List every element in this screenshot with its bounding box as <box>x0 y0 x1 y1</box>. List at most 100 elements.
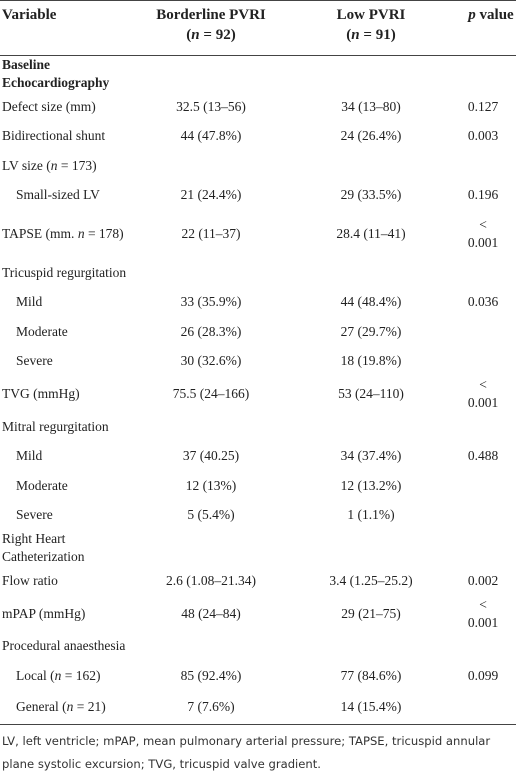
table-row: Baseline Echocardiography <box>0 56 516 93</box>
text-segment: Flow ratio <box>2 572 58 588</box>
table-header: Variable Borderline PVRI (n = 92) Low PVRI (… <box>0 0 516 56</box>
value-cell: 12 (13.2%) <box>340 477 402 493</box>
variable-cell: Mitral regurgitation <box>0 412 146 442</box>
value-cell: 85 (92.4%) <box>180 667 242 683</box>
text-segment: TVG (mmHg) <box>2 386 80 401</box>
text-segment: Mitral regurgitation <box>2 418 109 434</box>
value-cell: 5 (5.4%) <box>187 507 235 523</box>
text-segment: n <box>66 699 74 714</box>
text-segment: Local ( <box>16 667 55 683</box>
value-cell <box>276 56 466 93</box>
text-segment: n <box>54 667 62 683</box>
value-cell <box>466 151 516 181</box>
value-cell: 7 (7.6%) <box>146 690 276 725</box>
value-cell: 77 (84.6%) <box>340 667 402 683</box>
table-row: Bidirectional shunt 44 (47.8%) 24 (26.4%) 0… <box>0 122 516 152</box>
text-segment: Moderate <box>16 323 68 339</box>
value-cell <box>146 151 276 181</box>
text-segment: value <box>475 7 514 23</box>
value-cell: 26 (28.3%) <box>180 323 242 339</box>
text-segment: Variable <box>2 7 57 23</box>
variable-cell: Small-sized LV <box>0 181 146 211</box>
table-row: Tricuspid regurgitation <box>0 258 516 288</box>
table-row: Moderate 12 (13%) 12 (13.2%) <box>0 471 516 501</box>
text-segment: Severe <box>16 353 53 369</box>
variable-cell: General (n = 21) <box>0 690 146 725</box>
value-cell: 22 (11–37) <box>181 226 241 241</box>
text-segment: Mild <box>16 294 43 310</box>
variable-cell: Flow ratio <box>0 566 146 596</box>
text-segment: TAPSE (mm. <box>2 226 78 241</box>
variable-cell: Moderate <box>0 471 146 501</box>
value-cell <box>276 530 466 566</box>
table-row: Local (n = 162) 85 (92.4%) 77 (84.6%) 0.099 <box>0 661 516 691</box>
text-segment: n <box>50 157 58 173</box>
text-segment: Mild <box>16 448 43 464</box>
value-cell <box>466 258 516 288</box>
value-cell <box>146 632 276 662</box>
value-cell <box>146 412 276 442</box>
text-segment: General ( <box>16 699 67 714</box>
table-row: mPAP (mmHg) 48 (24–84) 29 (21–75) < 0.001 <box>0 596 516 632</box>
text-segment: mPAP (mmHg) <box>2 605 86 621</box>
value-cell <box>466 347 516 377</box>
value-cell: 34 (37.4%) <box>340 448 402 464</box>
value-cell: 24 (26.4%) <box>340 128 402 144</box>
header-cell: Variable <box>0 0 146 56</box>
text-segment: = 21) <box>73 699 106 714</box>
value-cell: 18 (19.8%) <box>340 353 402 369</box>
table-row: Small-sized LV 21 (24.4%) 29 (33.5%) 0.196 <box>0 181 516 211</box>
table-row: General (n = 21) 7 (7.6%) 14 (15.4%) <box>0 690 516 725</box>
text-segment: Low PVRI <box>336 7 406 23</box>
value-cell: 29 (33.5%) <box>340 187 402 203</box>
value-cell <box>466 530 516 566</box>
value-cell: 2.6 (1.08–21.34) <box>166 572 256 588</box>
value-cell <box>276 151 466 181</box>
value-cell: < 0.001 <box>467 377 499 410</box>
variable-cell: Severe <box>0 347 146 377</box>
table-row: Procedural anaesthesia <box>0 632 516 662</box>
text-segment: = 178) <box>84 226 124 241</box>
variable-cell: Local (n = 162) <box>0 661 146 691</box>
value-cell: 0.002 <box>467 572 499 588</box>
value-cell <box>146 56 276 93</box>
value-cell: 3.4 (1.25–25.2) <box>329 572 413 588</box>
value-cell: < 0.001 <box>467 217 499 250</box>
text-segment: ( <box>346 27 352 43</box>
text-segment: Small-sized LV <box>16 187 100 203</box>
text-segment: Borderline PVRI <box>156 7 266 23</box>
variable-cell: Moderate <box>0 317 146 347</box>
variable-cell: Right Heart Catheterization <box>0 530 146 566</box>
variable-cell: TAPSE (mm. n = 178) <box>0 210 146 258</box>
value-cell <box>466 412 516 442</box>
text-segment: n <box>351 27 360 43</box>
value-cell: 37 (40.25) <box>182 448 240 464</box>
value-cell: 0.003 <box>467 128 499 144</box>
text-segment: Baseline Echocardiography <box>2 57 110 90</box>
variable-cell: Defect size (mm) <box>0 92 146 122</box>
variable-cell: TVG (mmHg) <box>0 376 146 412</box>
value-cell: 14 (15.4%) <box>276 690 466 725</box>
value-cell <box>466 632 516 662</box>
value-cell: 0.196 <box>467 187 499 203</box>
value-cell <box>276 412 466 442</box>
variable-cell: Bidirectional shunt <box>0 122 146 152</box>
table-row: Severe 30 (32.6%) 18 (19.8%) <box>0 347 516 377</box>
value-cell: 0.099 <box>467 667 499 683</box>
header-cell: p value <box>466 0 516 56</box>
value-cell: 27 (29.7%) <box>340 323 402 339</box>
header-line: (n = 92) <box>146 25 276 45</box>
header-line: Variable <box>2 5 146 25</box>
variable-cell: Mild <box>0 442 146 472</box>
header-row: Variable Borderline PVRI (n = 92) Low PVRI (… <box>0 0 516 56</box>
value-cell: 33 (35.9%) <box>180 294 242 310</box>
value-cell: 1 (1.1%) <box>347 507 395 523</box>
text-segment: Severe <box>16 507 53 523</box>
header-line: Low PVRI <box>276 5 466 25</box>
table-row: TVG (mmHg) 75.5 (24–166) 53 (24–110) < 0.00… <box>0 376 516 412</box>
value-cell: 0.127 <box>467 98 499 114</box>
value-cell: 34 (13–80) <box>341 98 401 114</box>
value-cell: 30 (32.6%) <box>180 353 242 369</box>
table-row: Severe 5 (5.4%) 1 (1.1%) <box>0 501 516 531</box>
text-segment: n <box>191 27 200 43</box>
